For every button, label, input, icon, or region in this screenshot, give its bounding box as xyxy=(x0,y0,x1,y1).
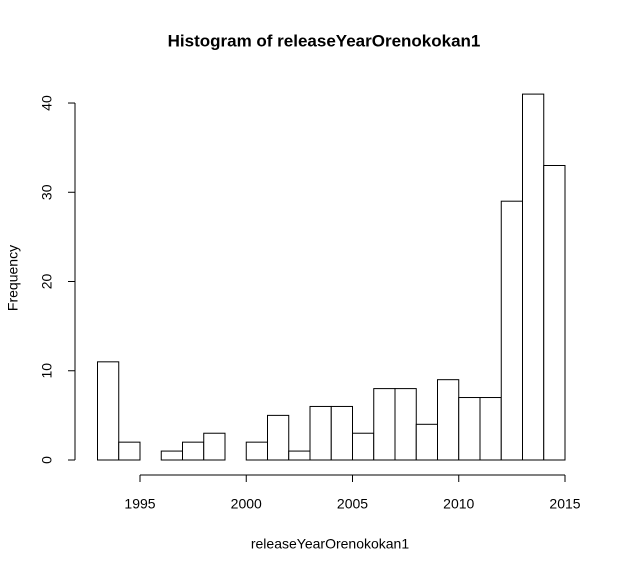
bar xyxy=(288,450,311,461)
bar xyxy=(522,93,545,461)
bar xyxy=(415,423,438,461)
x-tick-label: 1995 xyxy=(124,496,155,512)
bar xyxy=(479,397,502,461)
bar xyxy=(97,361,120,461)
bar xyxy=(458,397,481,461)
x-tick-label: 2000 xyxy=(231,496,262,512)
bar xyxy=(394,388,417,461)
bar xyxy=(543,164,566,461)
bar xyxy=(203,432,226,461)
y-tick-label: 0 xyxy=(39,456,55,464)
y-axis-label: Frequency xyxy=(5,245,21,311)
x-tick-label: 2010 xyxy=(443,496,474,512)
y-tick-label: 40 xyxy=(39,95,55,111)
bar xyxy=(373,388,396,461)
bar xyxy=(437,379,460,461)
bar xyxy=(352,432,375,461)
x-axis-label: releaseYearOrenokokan1 xyxy=(251,536,409,552)
bar xyxy=(160,450,183,461)
bar xyxy=(267,414,290,461)
x-tick-label: 2015 xyxy=(549,496,580,512)
y-tick-label: 20 xyxy=(39,274,55,290)
x-tick-label: 2005 xyxy=(337,496,368,512)
y-tick-label: 30 xyxy=(39,184,55,200)
bar xyxy=(330,405,353,461)
bar xyxy=(245,441,268,461)
chart-title: Histogram of releaseYearOrenokokan1 xyxy=(168,31,481,50)
bar xyxy=(182,441,205,461)
bar xyxy=(118,441,141,461)
bar xyxy=(309,405,332,461)
bar xyxy=(500,200,523,461)
y-tick-label: 10 xyxy=(39,363,55,379)
